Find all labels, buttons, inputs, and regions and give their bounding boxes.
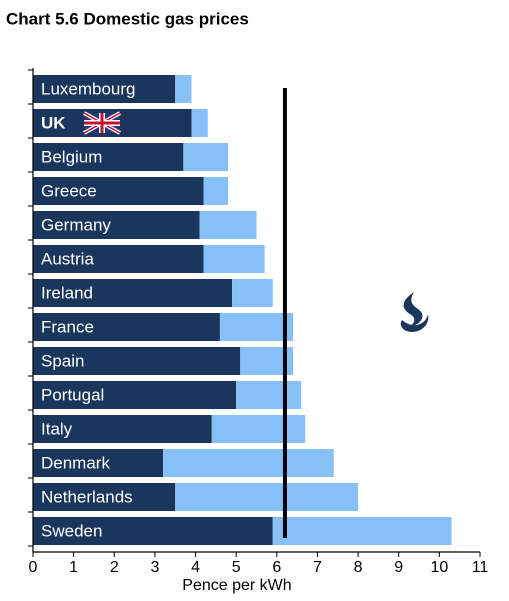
category-label: Spain	[41, 351, 84, 370]
x-tick-label: 3	[150, 559, 159, 576]
chart-title: Chart 5.6 Domestic gas prices	[6, 9, 249, 28]
category-label: Luxembourg	[41, 79, 136, 98]
category-label: Sweden	[41, 521, 102, 540]
bar-segment	[33, 415, 212, 443]
x-tick-label: 5	[232, 559, 241, 576]
bar-segment	[33, 347, 241, 375]
x-tick-label: 7	[313, 559, 322, 576]
x-tick-label: 10	[430, 559, 448, 576]
bar-segment	[163, 449, 334, 477]
category-label: Greece	[41, 181, 97, 200]
bar-segment	[33, 75, 176, 103]
bar-segment	[211, 415, 306, 443]
bar-segment	[236, 381, 302, 409]
bar-segment	[33, 143, 184, 171]
uk-flag	[83, 111, 121, 135]
bar-segment	[33, 177, 204, 205]
x-axis-label: Pence per kWh	[182, 577, 291, 594]
x-tick-label: 0	[29, 559, 38, 576]
bar-segment	[191, 109, 208, 137]
bar-segment	[183, 143, 229, 171]
flame-logo	[400, 292, 429, 332]
x-tick-label: 6	[272, 559, 281, 576]
bar-segment	[175, 483, 359, 511]
bar-segment	[33, 381, 237, 409]
bar-segment	[219, 313, 294, 341]
x-tick-label: 9	[394, 559, 403, 576]
category-label: Ireland	[41, 283, 93, 302]
category-label: Netherlands	[41, 487, 133, 506]
bar-segment	[203, 245, 265, 273]
category-label: France	[41, 317, 94, 336]
category-label: Belgium	[41, 147, 102, 166]
bar-segment	[33, 483, 176, 511]
x-tick-label: 4	[191, 559, 200, 576]
x-tick-label: 11	[472, 559, 489, 576]
x-tick-label: 2	[110, 559, 119, 576]
x-tick-label: 8	[354, 559, 363, 576]
bar-segment	[199, 211, 257, 239]
bar-segment	[33, 517, 273, 545]
bar-segment	[232, 279, 273, 307]
category-label: UK	[41, 113, 66, 132]
flag-cross-red	[84, 113, 120, 133]
bar-segment	[33, 211, 200, 239]
bar-segment	[33, 449, 164, 477]
bar-segment	[33, 313, 220, 341]
bar-segment	[272, 517, 452, 545]
category-label: Germany	[41, 215, 111, 234]
category-label: Denmark	[41, 453, 110, 472]
category-label: Portugal	[41, 385, 104, 404]
bar-segment	[175, 75, 192, 103]
category-label: Austria	[41, 249, 94, 268]
category-label: Italy	[41, 419, 73, 438]
bar-segment	[203, 177, 229, 205]
x-tick-label: 1	[69, 559, 78, 576]
bar-segment	[33, 279, 233, 307]
bar-segment	[33, 245, 204, 273]
